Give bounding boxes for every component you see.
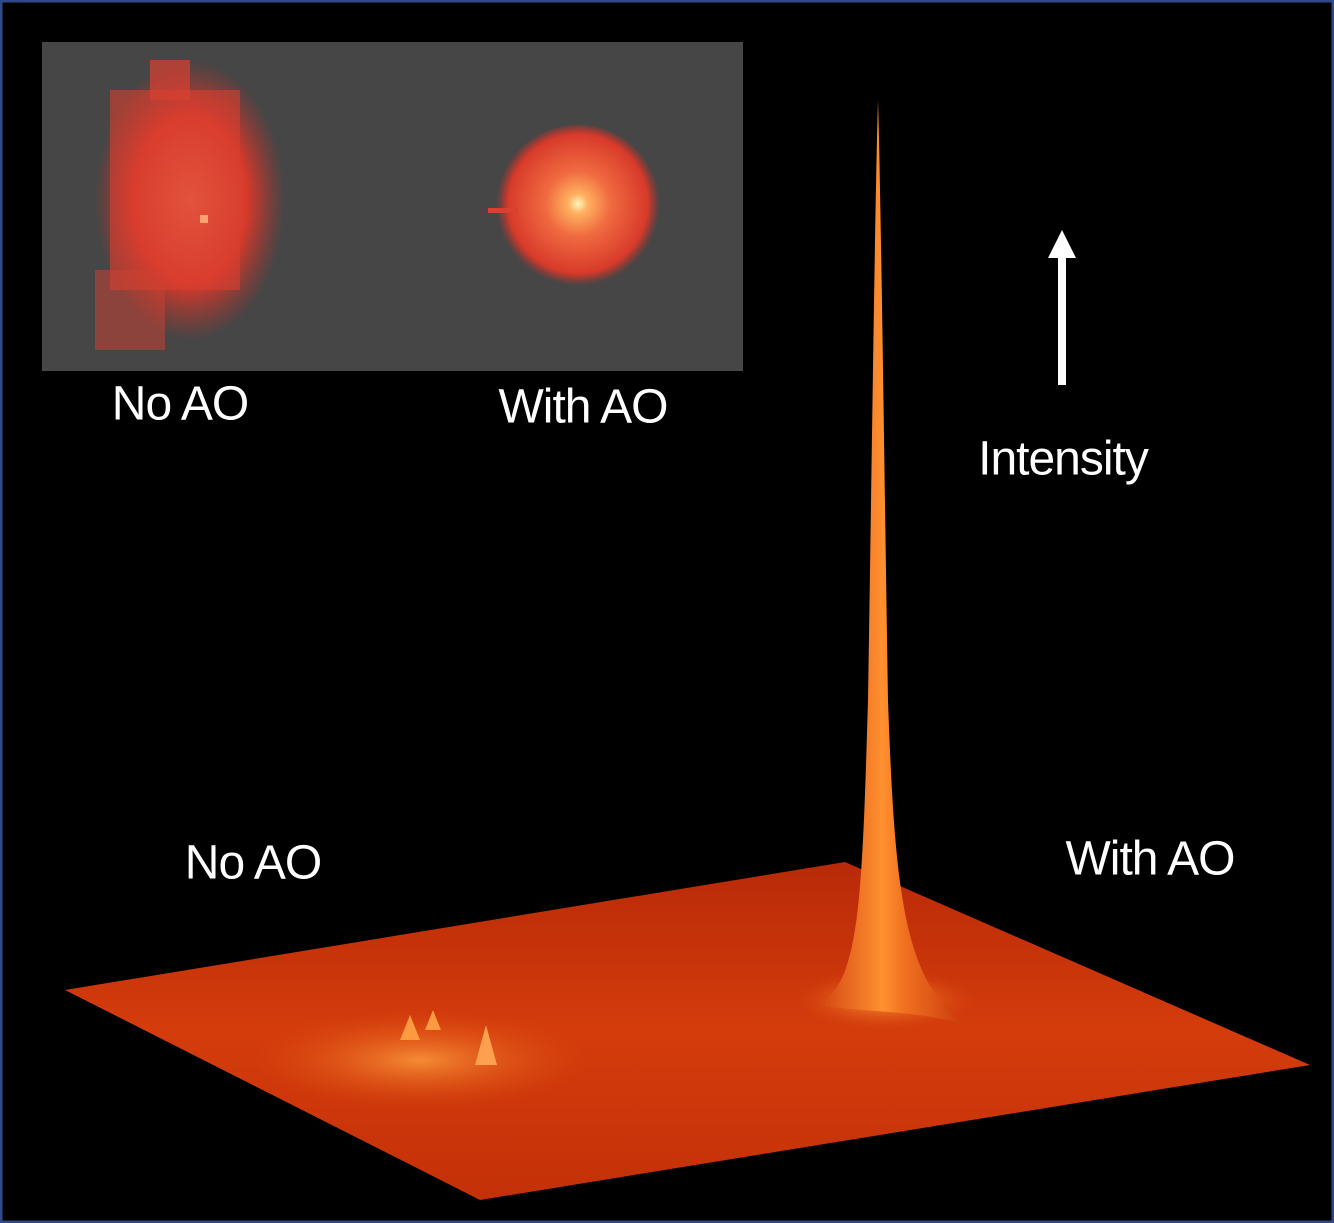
axis-label: Intensity <box>978 433 1149 486</box>
surface-bumps <box>250 1010 590 1110</box>
spot-pixels <box>150 60 190 100</box>
spot-core <box>110 90 240 290</box>
inset-label: With AO <box>498 381 667 434</box>
spot-pixels <box>95 270 165 350</box>
inset-label: No AO <box>112 378 248 431</box>
spot-pixels <box>488 208 518 213</box>
spot-pixels <box>200 215 208 223</box>
surface-label: No AO <box>185 837 321 890</box>
figure: No AO With AO Intensity No AO With AO <box>0 0 1334 1223</box>
surface-label: With AO <box>1065 833 1234 886</box>
with-ao-spot <box>496 125 660 289</box>
